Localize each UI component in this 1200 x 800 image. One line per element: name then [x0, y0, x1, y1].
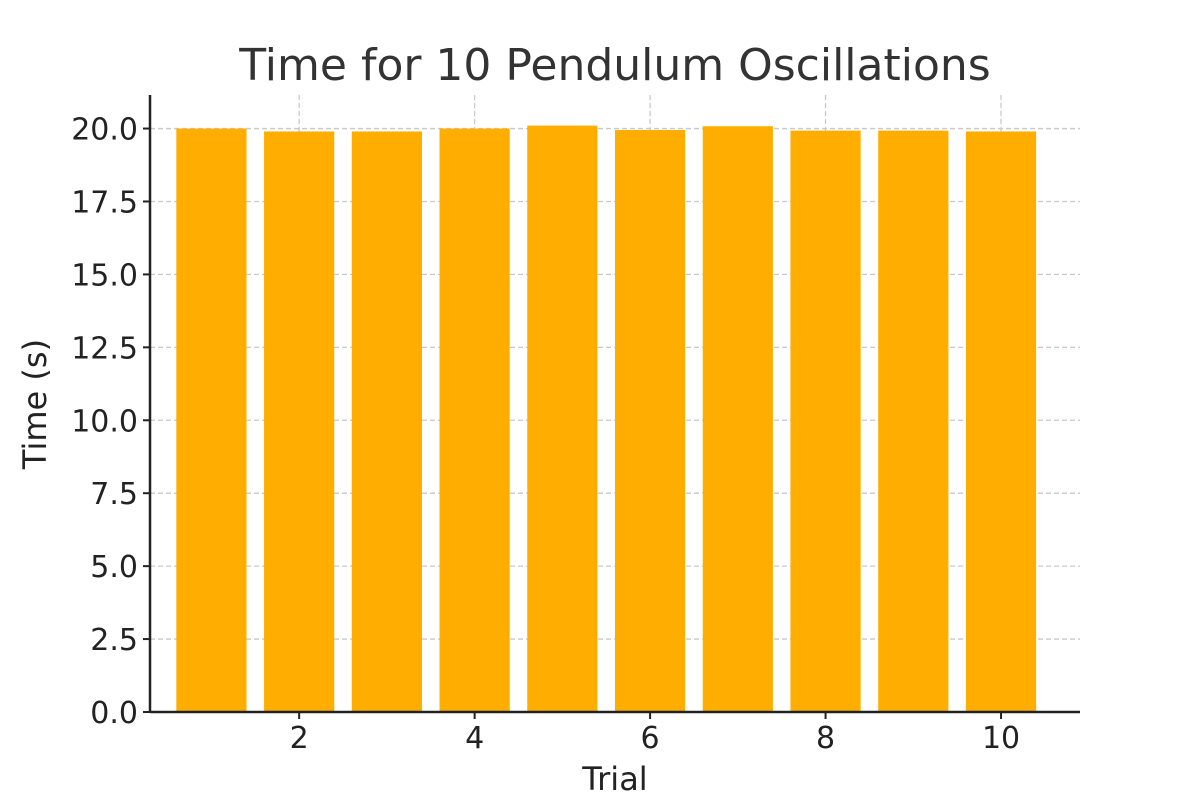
y-tick-label: 20.0 [71, 113, 138, 148]
y-tick-label: 17.5 [71, 185, 138, 220]
y-tick-label: 2.5 [90, 623, 138, 658]
chart-title: Time for 10 Pendulum Oscillations [238, 40, 990, 91]
y-axis-label: Time (s) [16, 339, 54, 470]
bar [176, 128, 247, 712]
x-tick-label: 8 [816, 721, 835, 756]
x-tick-label: 2 [290, 721, 309, 756]
x-axis-label: Trial [581, 760, 647, 798]
x-tick-label: 10 [982, 721, 1020, 756]
bar [439, 128, 510, 712]
y-tick-label: 10.0 [71, 404, 138, 439]
bar [264, 131, 335, 713]
bar [615, 130, 686, 713]
bar [878, 130, 949, 712]
x-ticks: 2 4 6 8 10 [290, 712, 1020, 756]
bar [965, 131, 1037, 713]
x-tick-label: 4 [465, 721, 484, 756]
axes [148, 95, 1080, 714]
x-tick-label: 6 [641, 721, 660, 756]
y-tick-label: 12.5 [71, 331, 138, 366]
y-ticks: 0.0 2.5 5.0 7.5 10.0 12.5 15.0 17.5 20.0 [71, 113, 150, 731]
bar [702, 126, 773, 712]
bars [176, 125, 1037, 713]
bar [790, 130, 861, 712]
y-tick-label: 15.0 [71, 258, 138, 293]
y-tick-label: 0.0 [90, 696, 138, 731]
bar [527, 125, 598, 712]
y-tick-label: 7.5 [90, 477, 138, 512]
bar [351, 131, 422, 713]
y-tick-label: 5.0 [90, 550, 138, 585]
